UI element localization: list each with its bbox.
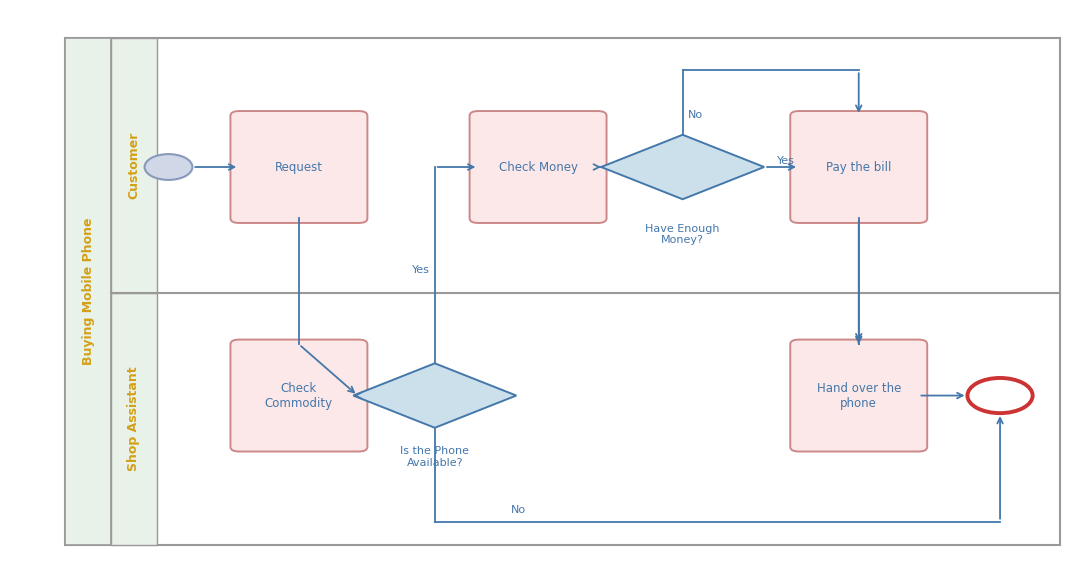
Text: Shop Assistant: Shop Assistant [127,367,140,471]
Text: Hand over the
phone: Hand over the phone [816,381,901,410]
FancyBboxPatch shape [111,293,157,545]
Text: Check Money: Check Money [499,161,577,173]
Text: Request: Request [275,161,323,173]
Text: Yes: Yes [777,156,795,166]
Text: Customer: Customer [127,132,140,199]
Text: No: No [511,505,526,515]
FancyBboxPatch shape [230,340,367,451]
FancyBboxPatch shape [65,38,111,545]
Polygon shape [353,363,516,428]
Text: Is the Phone
Available?: Is the Phone Available? [400,447,470,468]
Circle shape [145,154,192,180]
FancyBboxPatch shape [470,111,607,223]
Text: Pay the bill: Pay the bill [826,161,891,173]
FancyBboxPatch shape [790,340,927,451]
Text: Yes: Yes [412,264,429,275]
Text: Check
Commodity: Check Commodity [265,381,333,410]
FancyBboxPatch shape [65,38,1060,545]
Text: Have Enough
Money?: Have Enough Money? [646,224,720,245]
Text: Buying Mobile Phone: Buying Mobile Phone [82,218,95,365]
Polygon shape [601,135,764,199]
Circle shape [967,378,1033,413]
FancyBboxPatch shape [230,111,367,223]
FancyBboxPatch shape [111,38,157,293]
Text: No: No [688,110,703,120]
FancyBboxPatch shape [790,111,927,223]
